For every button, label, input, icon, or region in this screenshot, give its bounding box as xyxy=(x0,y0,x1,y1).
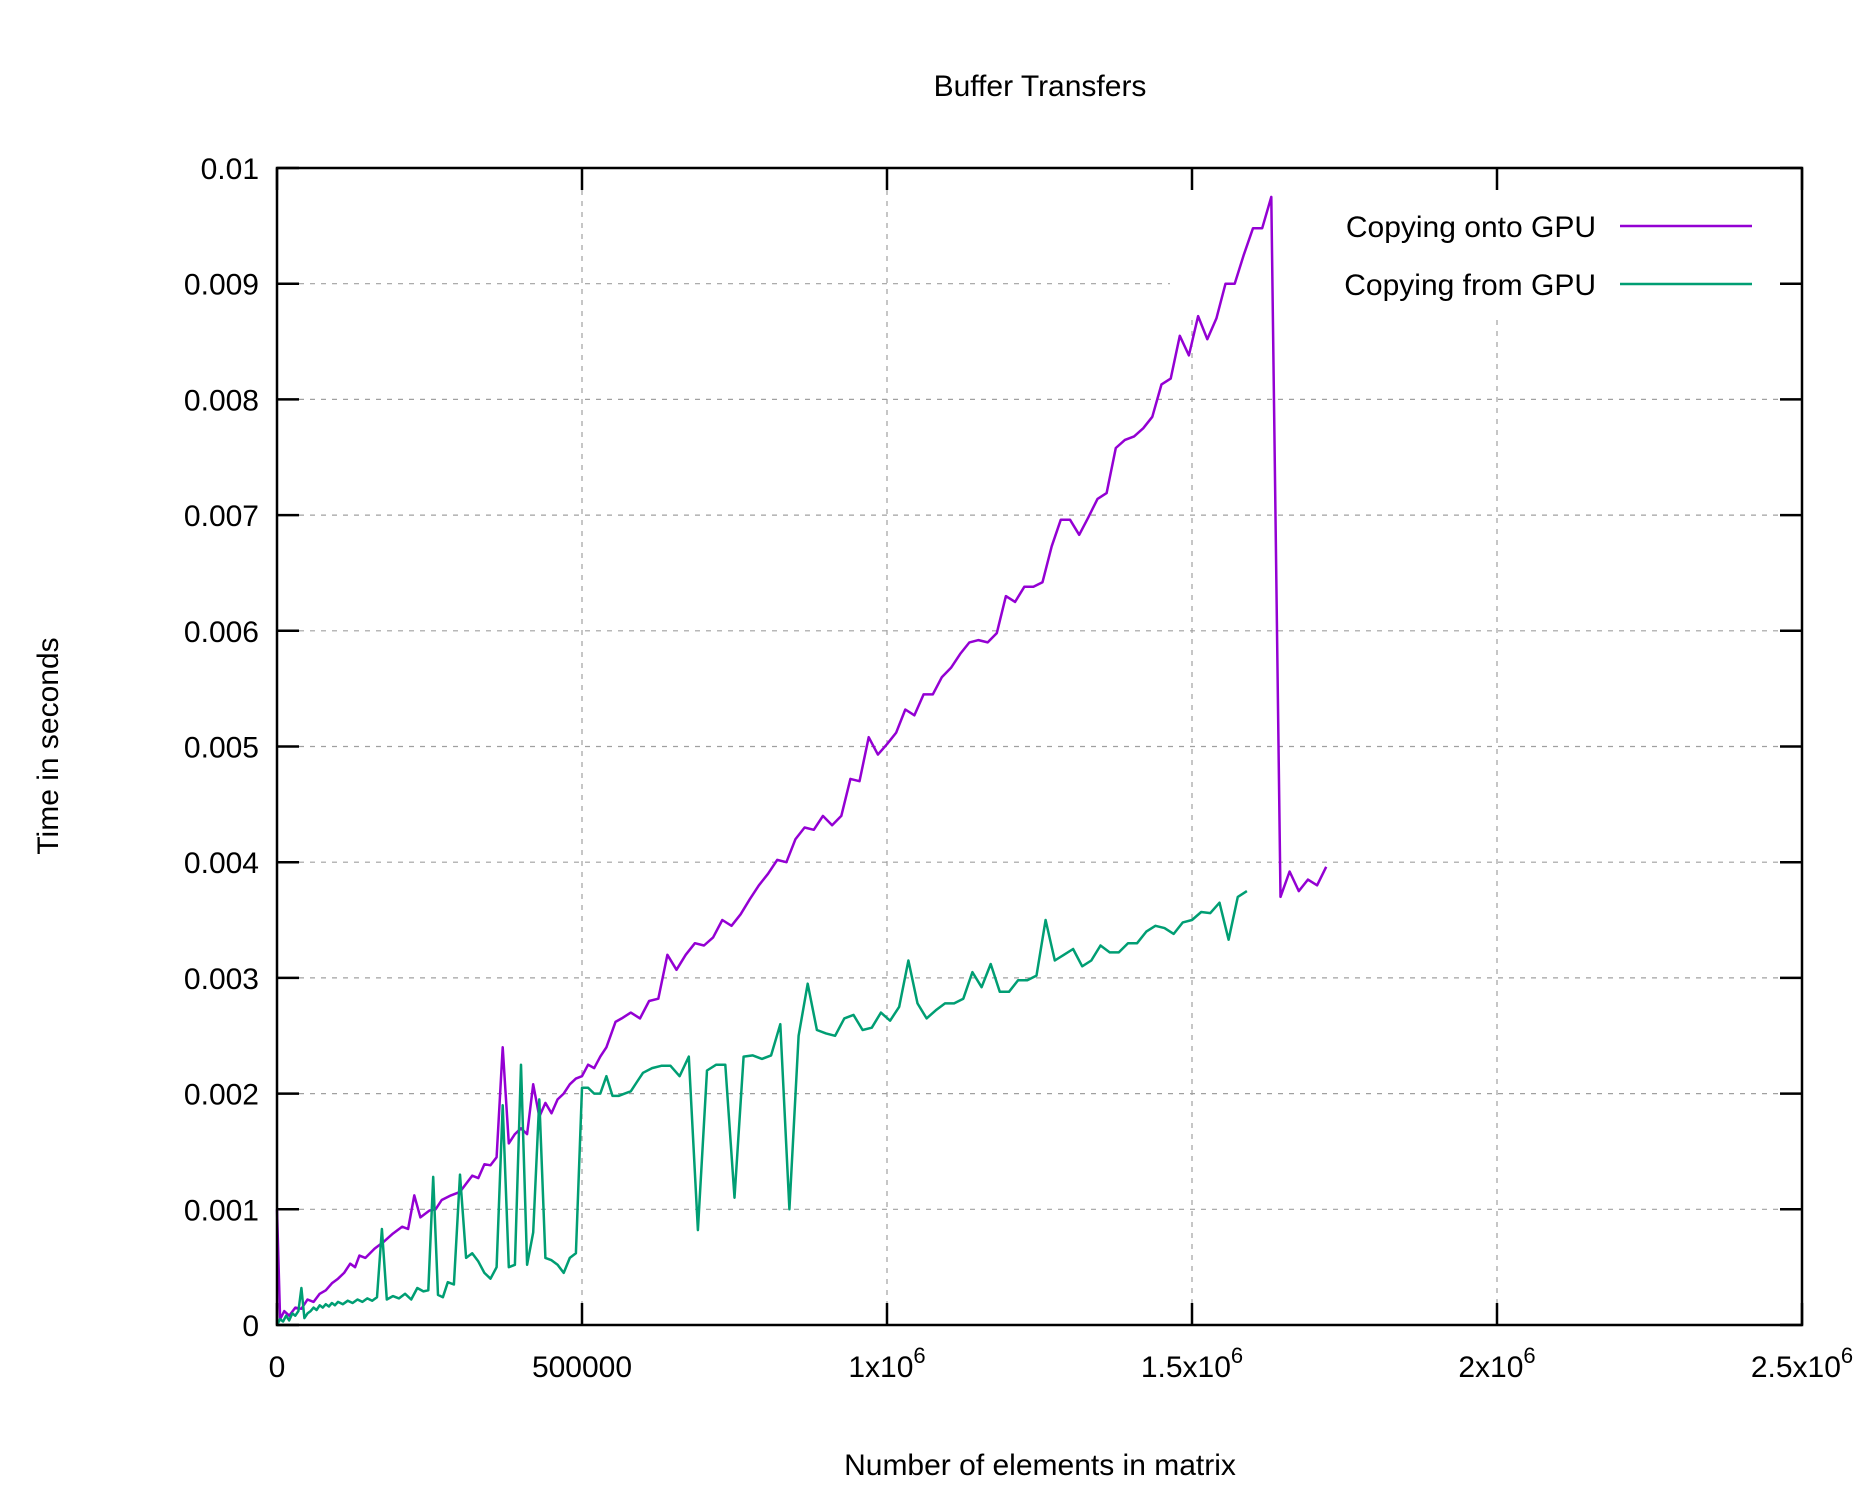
x-tick-label-base: 1.5x10 xyxy=(1141,1351,1231,1384)
y-tick-label: 0.01 xyxy=(201,153,259,186)
x-tick-labels: 0 500000 1x106 1.5x106 2x106 2.5x106 xyxy=(269,1343,1854,1384)
y-tick-label: 0.007 xyxy=(184,500,259,533)
x-tick-label-base: 2x10 xyxy=(1458,1351,1523,1384)
y-tick-label: 0.003 xyxy=(184,963,259,996)
x-tick-label-base: 1x10 xyxy=(848,1351,913,1384)
y-tick-label: 0.005 xyxy=(184,732,259,765)
y-tick-label: 0.008 xyxy=(184,384,259,417)
y-axis-label: Time in seconds xyxy=(32,637,65,854)
y-tick-label: 0.001 xyxy=(184,1194,259,1227)
series-layer xyxy=(275,195,1328,1326)
y-tick-label: 0.002 xyxy=(184,1079,259,1112)
x-tick-label: 500000 xyxy=(532,1351,632,1384)
x-tick-label-base: 2.5x10 xyxy=(1751,1351,1841,1384)
x-tick-label-exponent: 6 xyxy=(1231,1343,1243,1368)
x-tick-label-exponent: 6 xyxy=(1841,1343,1853,1368)
x-axis-label: Number of elements in matrix xyxy=(844,1449,1236,1482)
legend-label: Copying onto GPU xyxy=(1346,211,1596,244)
x-tick-label: 1x106 xyxy=(848,1343,925,1384)
series-line-copying-onto-gpu xyxy=(275,195,1328,1321)
x-tick-label-exponent: 6 xyxy=(1523,1343,1535,1368)
x-tick-label-exponent: 6 xyxy=(913,1343,925,1368)
y-tick-labels: 0 0.001 0.002 0.003 0.004 0.005 0.006 0.007 0.00… xyxy=(184,153,259,1343)
plot-frame xyxy=(275,166,1804,1327)
y-tick-label: 0.006 xyxy=(184,616,259,649)
x-tick-label: 2x106 xyxy=(1458,1343,1535,1384)
x-tick-label: 0 xyxy=(269,1351,286,1384)
x-tick-label: 1.5x106 xyxy=(1141,1343,1243,1384)
series-line-copying-from-gpu xyxy=(275,890,1248,1326)
y-tick-label: 0.009 xyxy=(184,269,259,302)
y-tick-label: 0.004 xyxy=(184,847,259,880)
chart-title: Buffer Transfers xyxy=(934,70,1147,103)
legend: Copying onto GPU Copying from GPU xyxy=(1344,211,1752,302)
x-tick-label-base: 0 xyxy=(269,1351,286,1384)
x-tick-label-base: 500000 xyxy=(532,1351,632,1384)
legend-label: Copying from GPU xyxy=(1344,269,1596,302)
grid xyxy=(277,168,1802,1325)
y-tick-label: 0 xyxy=(242,1310,259,1343)
x-tick-label: 2.5x106 xyxy=(1751,1343,1853,1384)
